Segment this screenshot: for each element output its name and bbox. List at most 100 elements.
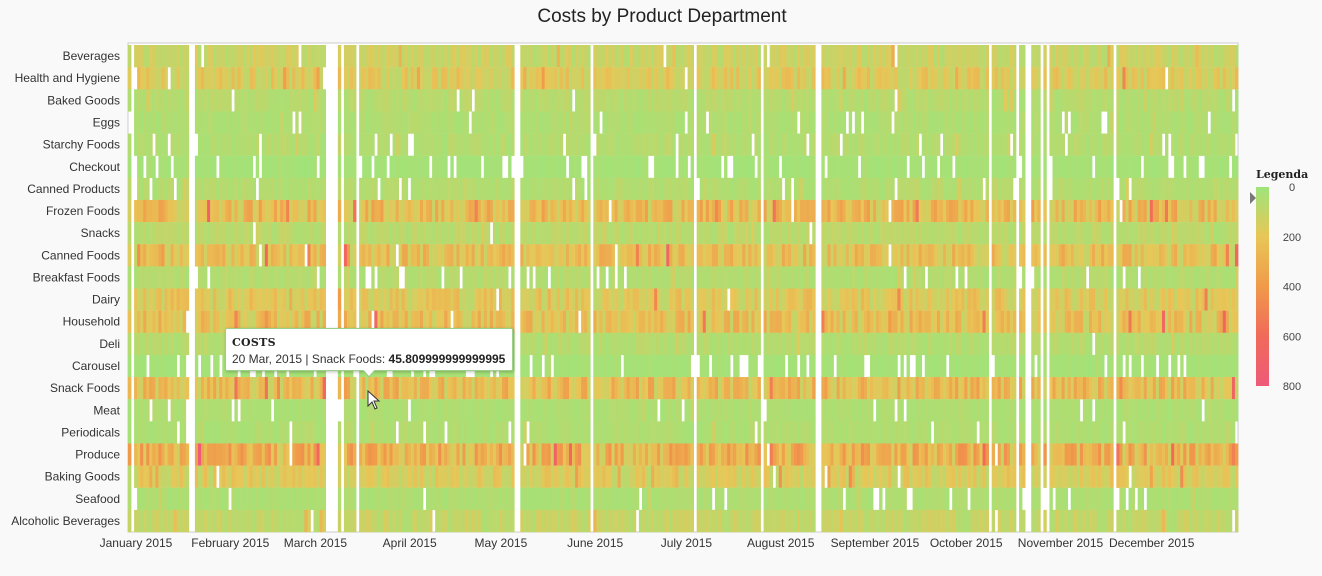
heatmap-cell[interactable] xyxy=(961,155,965,179)
heatmap-cell[interactable] xyxy=(289,89,293,112)
heatmap-cell[interactable] xyxy=(1009,244,1014,267)
heatmap-cell[interactable] xyxy=(641,45,646,68)
heatmap-cell[interactable] xyxy=(1137,45,1142,68)
heatmap-cell[interactable] xyxy=(416,266,421,289)
heatmap-cell[interactable] xyxy=(1158,244,1163,267)
heatmap-cell[interactable] xyxy=(502,266,506,289)
heatmap-cell[interactable] xyxy=(164,155,168,179)
heatmap-cell[interactable] xyxy=(623,133,628,156)
heatmap-cell[interactable] xyxy=(465,199,469,223)
heatmap-cell[interactable] xyxy=(304,67,308,90)
heatmap-cell[interactable] xyxy=(526,133,530,156)
heatmap-cell[interactable] xyxy=(176,244,181,267)
heatmap-cell[interactable] xyxy=(736,89,740,112)
heatmap-cell[interactable] xyxy=(629,266,634,289)
heatmap-cell[interactable] xyxy=(176,199,181,223)
heatmap-cell[interactable] xyxy=(499,177,503,201)
heatmap-cell[interactable] xyxy=(702,354,707,378)
heatmap-cell[interactable] xyxy=(550,310,555,333)
heatmap-cell[interactable] xyxy=(1006,45,1011,68)
heatmap-cell[interactable] xyxy=(319,199,323,223)
heatmap-cell[interactable] xyxy=(270,133,275,156)
heatmap-cell[interactable] xyxy=(167,177,171,201)
heatmap-cell[interactable] xyxy=(322,89,327,112)
heatmap-cell[interactable] xyxy=(128,155,132,179)
heatmap-cell[interactable] xyxy=(240,244,244,267)
heatmap-cell[interactable] xyxy=(270,288,275,311)
heatmap-cell[interactable] xyxy=(1019,288,1023,311)
heatmap-cell[interactable] xyxy=(413,89,418,112)
heatmap-cell[interactable] xyxy=(462,222,466,245)
heatmap-cell[interactable] xyxy=(781,89,786,112)
heatmap-cell[interactable] xyxy=(204,199,208,223)
heatmap-cell[interactable] xyxy=(1073,310,1078,333)
heatmap-cell[interactable] xyxy=(237,199,241,223)
heatmap-cell[interactable] xyxy=(1110,266,1114,289)
heatmap-cell[interactable] xyxy=(1037,288,1041,311)
heatmap-cell[interactable] xyxy=(955,222,959,245)
heatmap-cell[interactable] xyxy=(939,67,944,90)
heatmap-cell[interactable] xyxy=(541,177,545,201)
heatmap-cell[interactable] xyxy=(690,155,694,179)
heatmap-cell[interactable] xyxy=(562,244,567,267)
heatmap-cell[interactable] xyxy=(708,222,713,245)
heatmap-cell[interactable] xyxy=(870,67,874,90)
heatmap-cell[interactable] xyxy=(182,244,187,267)
heatmap-cell[interactable] xyxy=(1216,354,1221,378)
heatmap-cell[interactable] xyxy=(353,45,357,68)
heatmap-cell[interactable] xyxy=(933,89,938,112)
heatmap-cell[interactable] xyxy=(474,177,479,201)
heatmap-cell[interactable] xyxy=(833,89,837,112)
heatmap-cell[interactable] xyxy=(608,222,612,245)
heatmap-cell[interactable] xyxy=(854,155,859,179)
heatmap-cell[interactable] xyxy=(559,111,564,134)
heatmap-cell[interactable] xyxy=(374,222,378,245)
heatmap-cell[interactable] xyxy=(745,89,749,112)
heatmap-cell[interactable] xyxy=(1061,199,1066,223)
heatmap-cell[interactable] xyxy=(146,199,150,223)
heatmap-cell[interactable] xyxy=(316,177,320,201)
heatmap-cell[interactable] xyxy=(140,332,144,356)
heatmap-cell[interactable] xyxy=(386,45,390,68)
heatmap-cell[interactable] xyxy=(769,288,774,311)
heatmap-cell[interactable] xyxy=(128,222,132,245)
heatmap-cell[interactable] xyxy=(471,244,476,267)
heatmap-cell[interactable] xyxy=(1140,222,1145,245)
heatmap-cell[interactable] xyxy=(1228,354,1233,378)
heatmap-cell[interactable] xyxy=(170,45,174,68)
heatmap-cell[interactable] xyxy=(778,288,783,311)
heatmap-cell[interactable] xyxy=(310,377,314,400)
heatmap-cell[interactable] xyxy=(781,354,786,378)
heatmap-cell[interactable] xyxy=(933,354,938,378)
heatmap-cell[interactable] xyxy=(717,89,722,112)
heatmap-cell[interactable] xyxy=(1003,222,1008,245)
heatmap-cell[interactable] xyxy=(1101,133,1105,156)
heatmap-cell[interactable] xyxy=(854,288,859,311)
heatmap-cell[interactable] xyxy=(1058,266,1062,289)
heatmap-cell[interactable] xyxy=(200,288,205,311)
heatmap-cell[interactable] xyxy=(197,199,202,223)
heatmap-cell[interactable] xyxy=(593,45,597,68)
heatmap-cell[interactable] xyxy=(313,199,317,223)
heatmap-cell[interactable] xyxy=(1134,199,1138,223)
heatmap-cell[interactable] xyxy=(438,266,442,289)
heatmap-cell[interactable] xyxy=(587,288,591,311)
heatmap-cell[interactable] xyxy=(134,332,138,356)
heatmap-cell[interactable] xyxy=(395,266,400,289)
heatmap-cell[interactable] xyxy=(660,111,664,134)
heatmap-cell[interactable] xyxy=(194,310,199,333)
heatmap-cell[interactable] xyxy=(1119,288,1123,311)
heatmap-cell[interactable] xyxy=(404,67,409,90)
heatmap-cell[interactable] xyxy=(185,377,190,400)
heatmap-cell[interactable] xyxy=(684,155,688,179)
heatmap-cell[interactable] xyxy=(900,266,904,289)
heatmap-cell[interactable] xyxy=(982,266,986,289)
heatmap-cell[interactable] xyxy=(681,222,685,245)
heatmap-cell[interactable] xyxy=(477,244,482,267)
heatmap-cell[interactable] xyxy=(1210,354,1215,378)
heatmap-cell[interactable] xyxy=(270,45,275,68)
heatmap-cell[interactable] xyxy=(836,222,840,245)
heatmap-cell[interactable] xyxy=(1000,222,1005,245)
heatmap-cell[interactable] xyxy=(1043,45,1047,68)
heatmap-cell[interactable] xyxy=(216,111,220,134)
